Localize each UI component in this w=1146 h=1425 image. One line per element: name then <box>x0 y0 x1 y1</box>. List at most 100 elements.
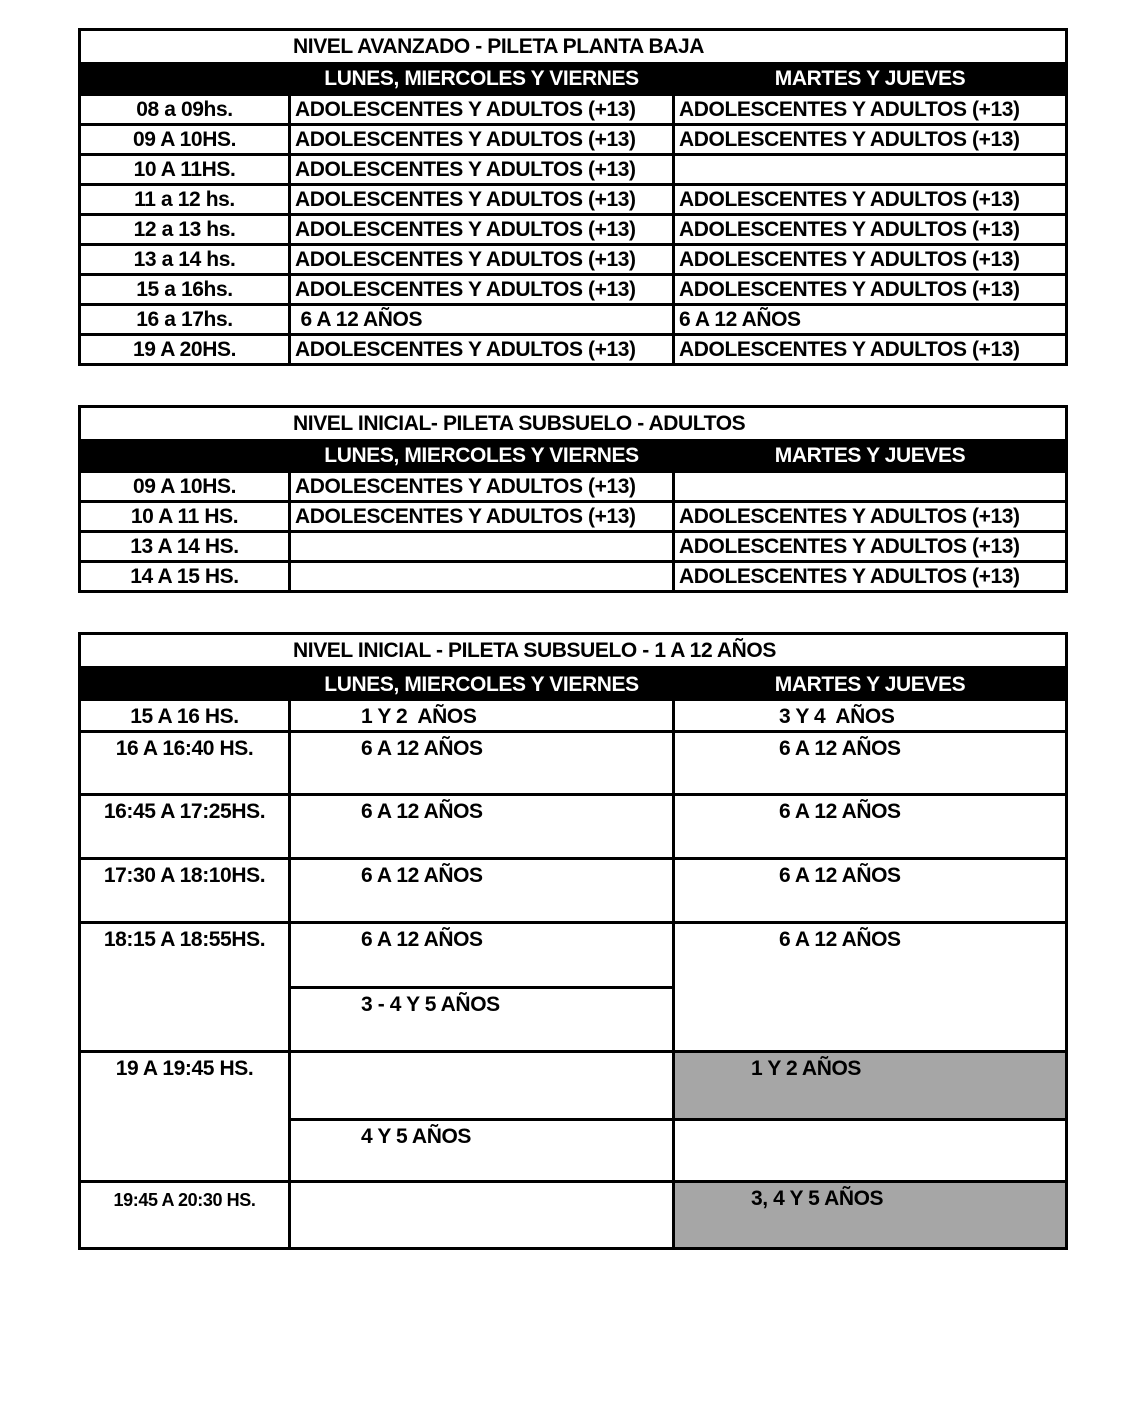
column-header-mj: MARTES Y JUEVES <box>671 62 1069 96</box>
column-header-empty <box>78 439 291 473</box>
table-row: 12 a 13 hs. ADOLESCENTES Y ADULTOS (+13)… <box>78 213 1069 246</box>
schedule-cell: ADOLESCENTES Y ADULTOS (+13) <box>671 213 1069 246</box>
table-row: 15 A 16 HS. 1 Y 2 AÑOS 3 Y 4 AÑOS <box>78 698 1069 733</box>
table-row: 19:45 A 20:30 HS. 3, 4 Y 5 AÑOS <box>78 1180 1069 1250</box>
time-cell: 16 A 16:40 HS. <box>78 730 291 796</box>
schedule-cell: ADOLESCENTES Y ADULTOS (+13) <box>288 213 675 246</box>
time-cell: 09 A 10HS. <box>78 470 291 503</box>
schedule-cell: ADOLESCENTES Y ADULTOS (+13) <box>288 123 675 156</box>
schedule-cell: 3 Y 4 AÑOS <box>671 698 1069 733</box>
schedule-cell: ADOLESCENTES Y ADULTOS (+13) <box>671 273 1069 306</box>
schedule-cell <box>288 560 675 593</box>
table-row: 10 A 11HS. ADOLESCENTES Y ADULTOS (+13) <box>78 153 1069 186</box>
schedule-cell: ADOLESCENTES Y ADULTOS (+13) <box>671 243 1069 276</box>
schedule-cell: 6 A 12 AÑOS <box>671 730 1069 796</box>
time-cell: 16:45 A 17:25HS. <box>78 793 291 860</box>
table-title: NIVEL INICIAL - PILETA SUBSUELO - 1 A 12… <box>77 632 1069 669</box>
time-cell: 11 a 12 hs. <box>78 183 291 216</box>
time-cell: 10 A 11 HS. <box>78 500 291 533</box>
schedule-cell <box>671 153 1069 186</box>
schedule-cell-shaded: 3, 4 Y 5 AÑOS <box>671 1180 1069 1250</box>
column-header-mj: MARTES Y JUEVES <box>672 439 1068 473</box>
column-header-lmv: LUNES, MIERCOLES Y VIERNES <box>288 439 675 473</box>
column-header-lmv: LUNES, MIERCOLES Y VIERNES <box>288 62 675 96</box>
table-row: 13 A 14 HS. ADOLESCENTES Y ADULTOS (+13) <box>78 530 1068 563</box>
time-cell: 19:45 A 20:30 HS. <box>78 1180 291 1250</box>
time-cell: 19 A 19:45 HS. <box>78 1050 291 1183</box>
table-row: 3 - 4 Y 5 AÑOS <box>80 986 1067 1053</box>
schedule-cell: 1 Y 2 AÑOS <box>288 698 675 733</box>
schedule-cell: 6 A 12 AÑOS <box>671 921 1069 1053</box>
column-header-empty <box>78 666 291 701</box>
time-cell: 10 A 11HS. <box>78 153 291 186</box>
schedule-cell: ADOLESCENTES Y ADULTOS (+13) <box>288 93 675 126</box>
schedule-cell: ADOLESCENTES Y ADULTOS (+13) <box>288 470 675 503</box>
table-row: 11 a 12 hs. ADOLESCENTES Y ADULTOS (+13)… <box>78 183 1069 216</box>
schedule-cell: 6 A 12 AÑOS <box>671 793 1069 860</box>
schedule-cell: 6 A 12 AÑOS <box>671 303 1069 336</box>
schedule-cell: ADOLESCENTES Y ADULTOS (+13) <box>672 560 1068 593</box>
schedule-cell: 6 A 12 AÑOS <box>671 857 1069 924</box>
schedule-cell <box>672 470 1068 503</box>
table-row: 4 Y 5 AÑOS <box>80 1118 1069 1183</box>
time-cell: 15 a 16hs. <box>78 273 291 306</box>
table-nivel-inicial-pileta-subsuelo-adultos: NIVEL INICIAL- PILETA SUBSUELO - ADULTOS… <box>78 405 1068 593</box>
column-header-empty <box>78 62 291 96</box>
table-row: NIVEL AVANZADO - PILETA PLANTA BAJA <box>77 28 1069 65</box>
table-nivel-inicial-pileta-subsuelo-1-a-12-anios: NIVEL INICIAL - PILETA SUBSUELO - 1 A 12… <box>77 632 1069 1250</box>
table-gap <box>78 366 1068 405</box>
schedule-cell: ADOLESCENTES Y ADULTOS (+13) <box>671 123 1069 156</box>
table-title: NIVEL AVANZADO - PILETA PLANTA BAJA <box>77 28 1069 65</box>
table-row: 09 A 10HS. ADOLESCENTES Y ADULTOS (+13) … <box>78 123 1069 156</box>
time-cell: 08 a 09hs. <box>78 93 291 126</box>
schedule-cell: ADOLESCENTES Y ADULTOS (+13) <box>671 93 1069 126</box>
table-row: 10 A 11 HS. ADOLESCENTES Y ADULTOS (+13)… <box>78 500 1068 533</box>
time-cell: 09 A 10HS. <box>78 123 291 156</box>
table-row: 08 a 09hs. ADOLESCENTES Y ADULTOS (+13) … <box>78 93 1069 126</box>
schedule-document: NIVEL AVANZADO - PILETA PLANTA BAJA LUNE… <box>77 28 1069 1250</box>
schedule-cell: 6 A 12 AÑOS <box>288 793 675 860</box>
schedule-cell <box>671 1118 1069 1183</box>
table-row: LUNES, MIERCOLES Y VIERNES MARTES Y JUEV… <box>78 439 1068 473</box>
schedule-cell: ADOLESCENTES Y ADULTOS (+13) <box>288 183 675 216</box>
schedule-cell <box>288 1180 675 1250</box>
schedule-cell <box>288 530 675 563</box>
table-row: 16 a 17hs. 6 A 12 AÑOS 6 A 12 AÑOS <box>78 303 1069 336</box>
table-row: 18:15 A 18:55HS. 6 A 12 AÑOS 6 A 12 AÑOS <box>78 921 1069 1053</box>
table-title: NIVEL INICIAL- PILETA SUBSUELO - ADULTOS <box>78 405 1068 442</box>
time-cell: 16 a 17hs. <box>78 303 291 336</box>
table-row: NIVEL INICIAL- PILETA SUBSUELO - ADULTOS <box>78 405 1068 442</box>
time-cell: 19 A 20HS. <box>78 333 291 366</box>
schedule-cell: ADOLESCENTES Y ADULTOS (+13) <box>672 500 1068 533</box>
time-cell: 14 A 15 HS. <box>78 560 291 593</box>
table-nivel-avanzado-pileta-planta-baja: NIVEL AVANZADO - PILETA PLANTA BAJA LUNE… <box>77 28 1069 366</box>
table-row: 19 A 19:45 HS. 1 Y 2 AÑOS <box>78 1050 1069 1183</box>
table-row: 16:45 A 17:25HS. 6 A 12 AÑOS 6 A 12 AÑOS <box>78 793 1069 860</box>
table-row: NIVEL INICIAL - PILETA SUBSUELO - 1 A 12… <box>77 632 1069 669</box>
time-cell: 12 a 13 hs. <box>78 213 291 246</box>
schedule-cell <box>288 1050 675 1121</box>
table-gap <box>78 593 1068 632</box>
table-row: 16 A 16:40 HS. 6 A 12 AÑOS 6 A 12 AÑOS <box>78 730 1069 796</box>
time-cell: 18:15 A 18:55HS. <box>78 921 291 1053</box>
schedule-cell: 6 A 12 AÑOS <box>288 303 675 336</box>
schedule-cell: ADOLESCENTES Y ADULTOS (+13) <box>288 500 675 533</box>
table-row: 19 A 20HS. ADOLESCENTES Y ADULTOS (+13) … <box>78 333 1069 366</box>
time-cell: 15 A 16 HS. <box>78 698 291 733</box>
schedule-cell: 6 A 12 AÑOS <box>288 921 675 989</box>
schedule-cell: 4 Y 5 AÑOS <box>288 1118 675 1183</box>
time-cell: 13 a 14 hs. <box>78 243 291 276</box>
schedule-cell: ADOLESCENTES Y ADULTOS (+13) <box>671 183 1069 216</box>
schedule-cell: ADOLESCENTES Y ADULTOS (+13) <box>288 243 675 276</box>
schedule-cell-shaded: 1 Y 2 AÑOS <box>671 1050 1069 1121</box>
column-header-mj: MARTES Y JUEVES <box>671 666 1069 701</box>
schedule-cell: 6 A 12 AÑOS <box>288 730 675 796</box>
table-row: LUNES, MIERCOLES Y VIERNES MARTES Y JUEV… <box>78 62 1069 96</box>
table-row: 14 A 15 HS. ADOLESCENTES Y ADULTOS (+13) <box>78 560 1068 593</box>
schedule-cell: ADOLESCENTES Y ADULTOS (+13) <box>672 530 1068 563</box>
schedule-cell: ADOLESCENTES Y ADULTOS (+13) <box>288 273 675 306</box>
table-row: LUNES, MIERCOLES Y VIERNES MARTES Y JUEV… <box>78 666 1069 701</box>
table-row: 13 a 14 hs. ADOLESCENTES Y ADULTOS (+13)… <box>78 243 1069 276</box>
table-row: 09 A 10HS. ADOLESCENTES Y ADULTOS (+13) <box>78 470 1068 503</box>
table-row: 17:30 A 18:10HS. 6 A 12 AÑOS 6 A 12 AÑOS <box>78 857 1069 924</box>
